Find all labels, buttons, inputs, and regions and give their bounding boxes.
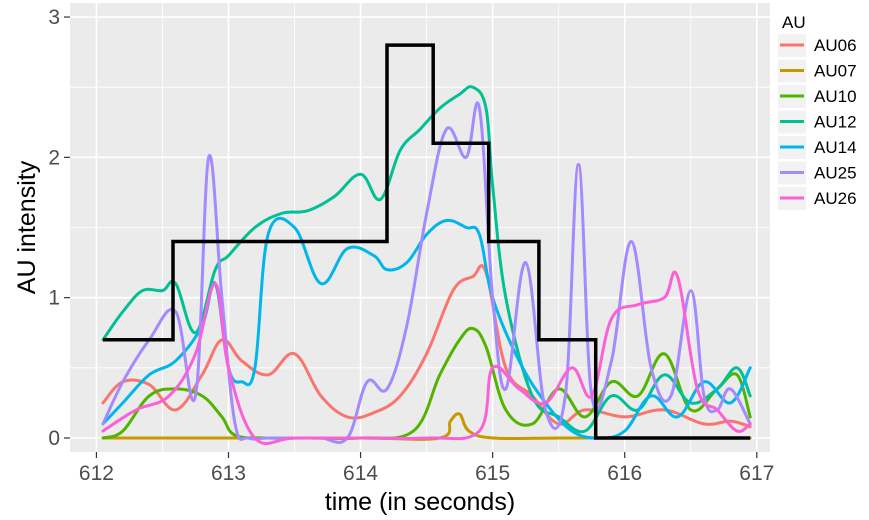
legend-label-au06: AU06 — [814, 36, 857, 55]
legend-label-au26: AU26 — [814, 189, 857, 208]
series-line-au06 — [101, 264, 752, 429]
plot-panel — [70, 3, 770, 452]
x-tick-label: 617 — [739, 462, 774, 485]
legend-label-au12: AU12 — [814, 113, 857, 132]
x-axis-ticks: 612 613 614 615 616 617 — [79, 452, 774, 485]
series-line-au10 — [101, 326, 752, 441]
y-tick-label: 1 — [48, 287, 60, 310]
x-tick-label: 616 — [607, 462, 642, 485]
y-tick-label: 3 — [48, 6, 60, 29]
x-tick-label: 613 — [211, 462, 246, 485]
y-tick-label: 2 — [48, 146, 60, 169]
legend-title: AU — [782, 13, 806, 32]
series-line-au26 — [101, 270, 752, 446]
series-group — [101, 43, 752, 446]
y-axis-ticks: 0 1 2 3 — [48, 6, 70, 450]
legend-label-au07: AU07 — [814, 62, 857, 81]
legend-label-au14: AU14 — [814, 138, 857, 157]
legend-label-au25: AU25 — [814, 164, 857, 183]
x-tick-label: 614 — [343, 462, 378, 485]
x-tick-label: 615 — [475, 462, 510, 485]
y-tick-label: 0 — [48, 427, 60, 450]
series-line-au25 — [101, 101, 752, 444]
x-axis-label: time (in seconds) — [325, 488, 515, 516]
legend-label-au10: AU10 — [814, 87, 857, 106]
reference-step-line — [103, 43, 751, 440]
x-tick-label: 612 — [79, 462, 114, 485]
y-axis-label: AU intensity — [13, 160, 41, 294]
legend: AU AU06 AU07 AU10 AU12 AU14 AU25 AU26 — [778, 13, 857, 210]
